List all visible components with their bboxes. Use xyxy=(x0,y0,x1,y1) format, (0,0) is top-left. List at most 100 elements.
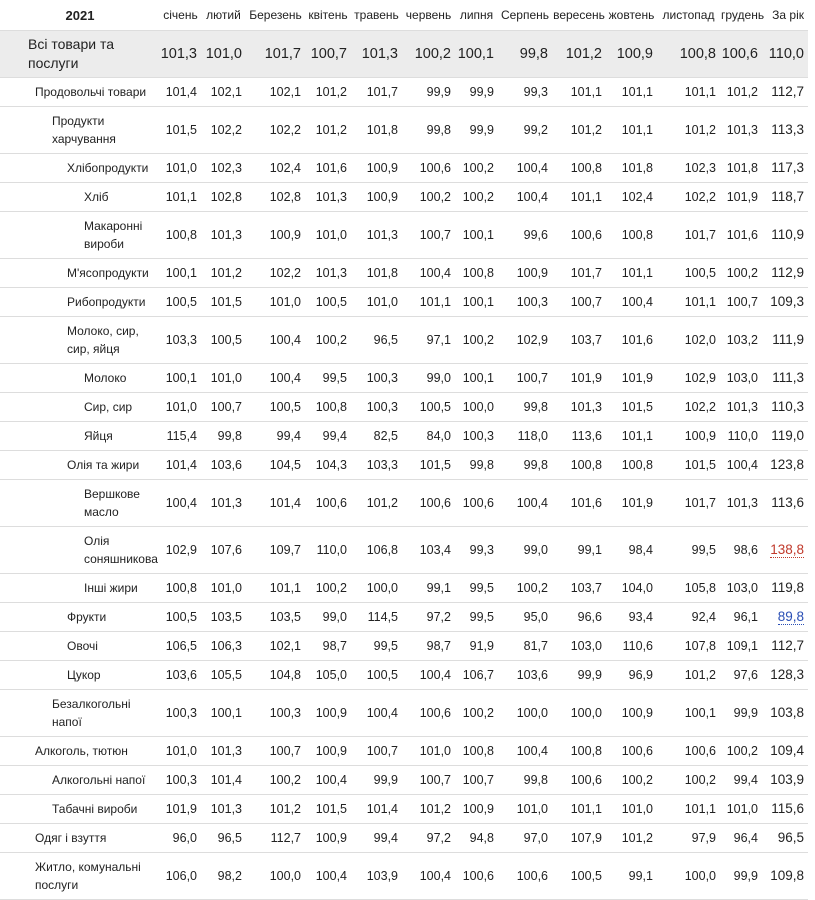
value-cell: 97,6 xyxy=(720,660,762,690)
value: 100,9 xyxy=(621,706,653,720)
value: 101,6 xyxy=(315,161,347,175)
value-cell: 101,8 xyxy=(351,258,402,288)
value: 113,3 xyxy=(771,122,804,137)
value-cell: 101,1 xyxy=(606,421,657,451)
value-cell: 99,9 xyxy=(720,689,762,737)
value: 105,0 xyxy=(315,668,347,682)
value-cell: 101,1 xyxy=(657,287,720,317)
value: 111,9 xyxy=(772,332,804,347)
value: 101,6 xyxy=(621,333,653,347)
value-cell: 105,5 xyxy=(201,660,246,690)
value: 114,5 xyxy=(367,610,398,624)
value-cell: 100,0 xyxy=(498,689,552,737)
value: 100,4 xyxy=(419,668,451,682)
value-cell: 99,1 xyxy=(552,526,606,574)
value: 113,6 xyxy=(771,495,804,510)
value: 100,3 xyxy=(269,706,301,720)
table-row: Олія та жири 101,4 103,6 104,5 104,3 103,3 101… xyxy=(0,450,808,480)
value-cell: 100,4 xyxy=(305,765,351,795)
value: 99,4 xyxy=(733,773,758,787)
value-cell: 103,6 xyxy=(160,660,201,690)
value: 97,9 xyxy=(691,831,716,845)
value-cell: 99,9 xyxy=(720,852,762,900)
value-cell: 101,3 xyxy=(351,30,402,78)
value-cell: 107,8 xyxy=(657,631,720,661)
row-label: Макаронні вироби xyxy=(0,211,160,259)
table-row: Цукор 103,6 105,5 104,8 105,0 100,5 100,4 106,7… xyxy=(0,660,808,690)
value-cell: 101,3 xyxy=(201,794,246,824)
value: 99,9 xyxy=(733,706,758,720)
value-cell: 99,5 xyxy=(351,631,402,661)
row-label: Хліб xyxy=(0,182,160,212)
value-cell: 101,4 xyxy=(351,794,402,824)
value-cell: 95,0 xyxy=(498,602,552,632)
value-cell: 101,9 xyxy=(552,363,606,393)
value: 100,7 xyxy=(462,773,494,787)
value: 100,2 xyxy=(315,581,347,595)
value: 103,5 xyxy=(210,610,242,624)
value-cell: 113,6 xyxy=(762,479,808,527)
value: 101,0 xyxy=(165,400,197,414)
value: 101,3 xyxy=(315,190,347,204)
value: 101,3 xyxy=(361,45,398,62)
value: 100,6 xyxy=(419,161,451,175)
value-cell: 99,0 xyxy=(402,363,455,393)
value-cell: 100,8 xyxy=(606,211,657,259)
value-cell: 97,0 xyxy=(498,823,552,853)
column-header: Серпень xyxy=(498,0,552,31)
value-cell: 100,5 xyxy=(305,287,351,317)
value-cell: 99,9 xyxy=(402,77,455,107)
value: 101,0 xyxy=(210,581,242,595)
value: 100,7 xyxy=(570,295,602,309)
table-row: Інші жири 100,8 101,0 101,1 100,2 100,0 99,1 99… xyxy=(0,573,808,603)
value: 100,6 xyxy=(684,744,716,758)
value-cell: 100,6 xyxy=(606,736,657,766)
value-cell: 101,9 xyxy=(160,794,201,824)
value: 98,2 xyxy=(217,869,242,883)
value: 103,5 xyxy=(269,610,301,624)
value: 100,8 xyxy=(315,400,347,414)
value: 101,8 xyxy=(366,123,398,137)
value: 81,7 xyxy=(523,639,548,653)
value-cell: 99,5 xyxy=(455,573,498,603)
column-header: січень xyxy=(160,0,201,31)
value-cell: 100,2 xyxy=(305,316,351,364)
value: 101,4 xyxy=(366,802,398,816)
value: 101,2 xyxy=(684,668,716,682)
value-cell: 84,0 xyxy=(402,421,455,451)
value: 100,1 xyxy=(210,706,242,720)
value: 101,7 xyxy=(684,496,716,510)
value: 99,3 xyxy=(469,543,494,557)
value: 106,0 xyxy=(165,869,197,883)
value-cell: 99,5 xyxy=(455,602,498,632)
value: 100,6 xyxy=(462,496,494,510)
value: 100,9 xyxy=(269,228,301,242)
value-cell: 106,5 xyxy=(160,631,201,661)
column-header: лютий xyxy=(201,0,246,31)
value: 99,5 xyxy=(469,581,494,595)
value: 106,7 xyxy=(462,668,494,682)
value: 97,0 xyxy=(523,831,548,845)
value: 100,2 xyxy=(414,45,451,62)
value-cell: 100,4 xyxy=(402,660,455,690)
value: 102,1 xyxy=(269,85,301,99)
value: 101,2 xyxy=(684,123,716,137)
value: 99,5 xyxy=(373,639,398,653)
value: 101,4 xyxy=(165,85,197,99)
value-cell: 101,0 xyxy=(402,736,455,766)
value-cell: 103,0 xyxy=(720,573,762,603)
value: 111,3 xyxy=(772,370,804,385)
value-cell: 100,6 xyxy=(305,479,351,527)
value: 84,0 xyxy=(426,429,451,443)
value: 103,8 xyxy=(770,705,804,720)
value-cell: 109,8 xyxy=(762,852,808,900)
value-cell: 100,5 xyxy=(552,852,606,900)
value-cell: 100,9 xyxy=(246,211,305,259)
column-header: липня xyxy=(455,0,498,31)
value: 99,4 xyxy=(373,831,398,845)
value-cell: 101,2 xyxy=(305,106,351,154)
value-cell: 101,4 xyxy=(160,450,201,480)
value-cell: 100,7 xyxy=(201,392,246,422)
value: 101,3 xyxy=(726,400,758,414)
value: 100,0 xyxy=(462,400,494,414)
